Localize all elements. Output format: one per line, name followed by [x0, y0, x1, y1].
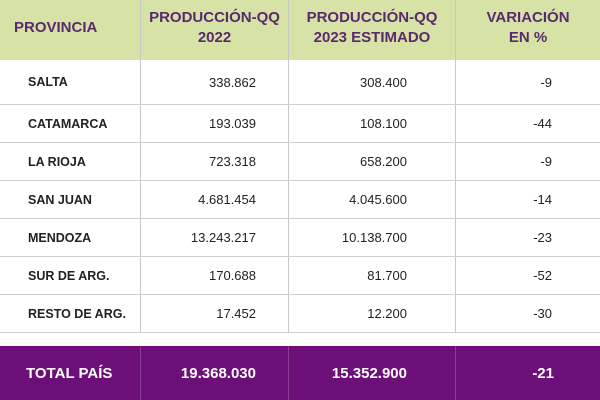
cell-provincia: SAN JUAN	[28, 192, 92, 207]
cell-produccion-2023: 12.200	[288, 295, 455, 332]
cell-variacion: -9	[455, 60, 600, 104]
cell-produccion-2022: 723.318	[140, 143, 288, 180]
table-header: PROVINCIA PRODUCCIÓN-QQ 2022 PRODUCCIÓN-…	[0, 0, 600, 60]
cell-produccion-2023: 10.138.700	[288, 219, 455, 256]
table-row: SAN JUAN 4.681.454 4.045.600 -14	[0, 181, 600, 219]
table-row: SALTA 338.862 308.400 -9	[0, 60, 600, 105]
cell-produccion-2023: 658.200	[288, 143, 455, 180]
cell-produccion-2023: 108.100	[288, 105, 455, 142]
cell-produccion-2023: 308.400	[288, 60, 455, 104]
cell-variacion: -30	[455, 295, 600, 332]
header-produccion-2022: PRODUCCIÓN-QQ 2022	[140, 0, 288, 60]
table-row: RESTO DE ARG. 17.452 12.200 -30	[0, 295, 600, 333]
cell-variacion: -44	[455, 105, 600, 142]
cell-produccion-2022: 13.243.217	[140, 219, 288, 256]
cell-produccion-2022: 4.681.454	[140, 181, 288, 218]
total-row: TOTAL PAÍS 19.368.030 15.352.900 -21	[0, 346, 600, 400]
table-row: LA RIOJA 723.318 658.200 -9	[0, 143, 600, 181]
total-variacion: -21	[455, 346, 600, 400]
total-label: TOTAL PAÍS	[26, 364, 113, 382]
cell-provincia: LA RIOJA	[28, 154, 86, 169]
cell-provincia: MENDOZA	[28, 230, 92, 245]
cell-provincia: SUR DE ARG.	[28, 268, 110, 283]
cell-produccion-2023: 81.700	[288, 257, 455, 294]
header-variacion: VARIACIÓN EN %	[455, 0, 600, 60]
cell-produccion-2022: 338.862	[140, 60, 288, 104]
cell-variacion: -9	[455, 143, 600, 180]
table-body: SALTA 338.862 308.400 -9 CATAMARCA 193.0…	[0, 60, 600, 333]
cell-variacion: -52	[455, 257, 600, 294]
cell-produccion-2022: 170.688	[140, 257, 288, 294]
cell-provincia: SALTA	[28, 75, 68, 89]
cell-produccion-2022: 193.039	[140, 105, 288, 142]
cell-provincia: CATAMARCA	[28, 116, 108, 131]
cell-variacion: -23	[455, 219, 600, 256]
total-produccion-2023: 15.352.900	[288, 346, 455, 400]
total-produccion-2022: 19.368.030	[140, 346, 288, 400]
table-row: MENDOZA 13.243.217 10.138.700 -23	[0, 219, 600, 257]
header-provincia: PROVINCIA	[14, 19, 98, 36]
cell-produccion-2023: 4.045.600	[288, 181, 455, 218]
cell-produccion-2022: 17.452	[140, 295, 288, 332]
header-produccion-2023: PRODUCCIÓN-QQ 2023 ESTIMADO	[288, 0, 455, 60]
table-row: CATAMARCA 193.039 108.100 -44	[0, 105, 600, 143]
cell-variacion: -14	[455, 181, 600, 218]
table-row: SUR DE ARG. 170.688 81.700 -52	[0, 257, 600, 295]
cell-provincia: RESTO DE ARG.	[28, 306, 126, 321]
